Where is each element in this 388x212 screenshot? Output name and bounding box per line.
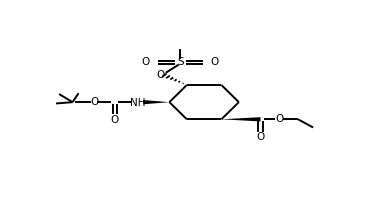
Text: O: O bbox=[111, 115, 119, 125]
Text: O: O bbox=[156, 70, 165, 80]
Text: O: O bbox=[90, 97, 99, 107]
Text: O: O bbox=[211, 57, 219, 67]
Text: S: S bbox=[177, 57, 184, 67]
Text: O: O bbox=[142, 57, 150, 67]
Text: O: O bbox=[256, 132, 265, 142]
Polygon shape bbox=[222, 117, 260, 121]
Polygon shape bbox=[143, 100, 170, 104]
Text: NH: NH bbox=[130, 98, 146, 108]
Text: O: O bbox=[275, 114, 284, 124]
